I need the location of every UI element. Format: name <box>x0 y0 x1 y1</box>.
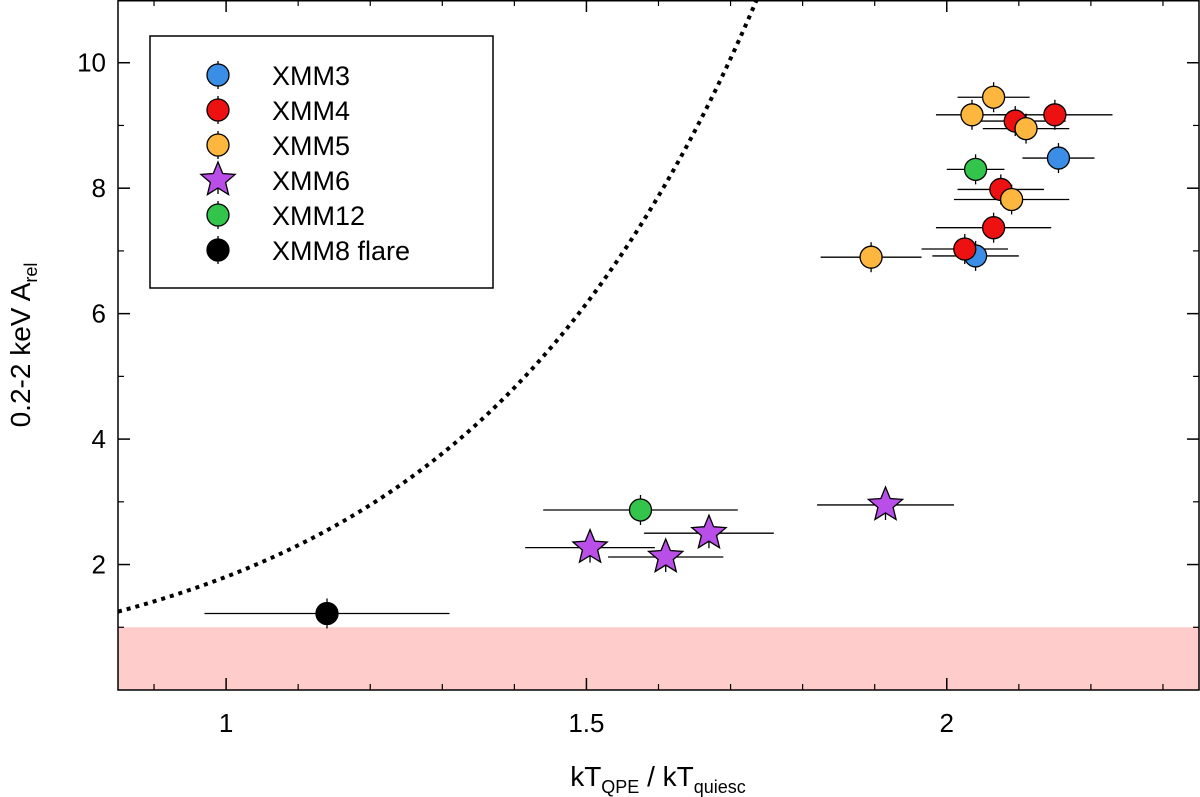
model-curve-layer <box>117 0 759 614</box>
data-point-xmm6-2 <box>571 527 609 564</box>
y-tick-label: 4 <box>92 424 106 454</box>
y-tick-label: 10 <box>77 48 106 78</box>
data-point-xmm6-3 <box>646 537 685 573</box>
legend-marker-xmm6 <box>199 160 237 196</box>
legend-label-xmm3: XMM3 <box>272 61 350 91</box>
data-point-xmm5-2 <box>1014 116 1038 141</box>
data-point-xmm5-4 <box>859 245 883 269</box>
legend-label-xmm12: XMM12 <box>272 201 365 231</box>
data-point-xmm5-1 <box>960 103 984 127</box>
x-axis-title-sub1: QPE <box>601 777 639 797</box>
y-axis-title: 0.2-2 keV Arel <box>5 263 41 428</box>
legend: XMM3 XMM4 XMM5 XMM6 XMM12 XMM8 flare <box>149 35 494 289</box>
x-axis-title-sep: / kT <box>639 761 693 792</box>
tick-layer: 1 1.5 2 2 4 6 8 10 <box>77 0 1199 738</box>
data-point-xmm6-0 <box>866 485 905 521</box>
x-axis-title: kTQPE / kTquiesc <box>570 761 746 797</box>
x-axis-title-main: kT <box>570 761 601 792</box>
data-point-xmm4-0 <box>1043 103 1067 127</box>
y-tick-label: 8 <box>92 173 106 203</box>
data-point-xmm4-4 <box>953 237 977 261</box>
shaded-band-layer <box>118 627 1199 690</box>
legend-marker-xmm8-flare <box>206 238 230 262</box>
y-axis-title-sub: rel <box>21 263 41 283</box>
legend-label-xmm5: XMM5 <box>272 131 350 161</box>
data-point-xmm12-1 <box>628 498 653 522</box>
legend-marker-xmm3 <box>206 63 230 87</box>
x-tick-label: 1 <box>219 708 233 738</box>
legend-marker-xmm5 <box>206 133 230 157</box>
data-point-xmm8-flare-0 <box>315 601 339 626</box>
legend-label-xmm8-flare: XMM8 flare <box>272 236 410 266</box>
model-curve <box>117 0 759 614</box>
shaded-band <box>118 627 1199 690</box>
legend-marker-xmm12 <box>206 203 230 227</box>
y-axis-title-main: 0.2-2 keV A <box>5 282 36 427</box>
x-tick-label: 2 <box>940 708 954 738</box>
legend-label-xmm6: XMM6 <box>272 166 350 196</box>
data-point-xmm4-3 <box>981 216 1006 240</box>
data-point-xmm6-1 <box>690 513 728 550</box>
y-tick-label: 2 <box>92 550 106 580</box>
data-point-xmm3-0 <box>1046 146 1071 170</box>
data-point-xmm5-0 <box>981 85 1006 109</box>
data-point-xmm5-3 <box>999 187 1024 212</box>
y-tick-label: 6 <box>92 299 106 329</box>
data-marker-layer <box>315 85 1071 626</box>
x-axis-title-sub2: quiesc <box>694 777 746 797</box>
legend-label-xmm4: XMM4 <box>272 96 350 126</box>
data-point-xmm12-0 <box>963 157 988 182</box>
x-tick-label: 1.5 <box>568 708 604 738</box>
legend-marker-xmm4 <box>206 98 230 122</box>
